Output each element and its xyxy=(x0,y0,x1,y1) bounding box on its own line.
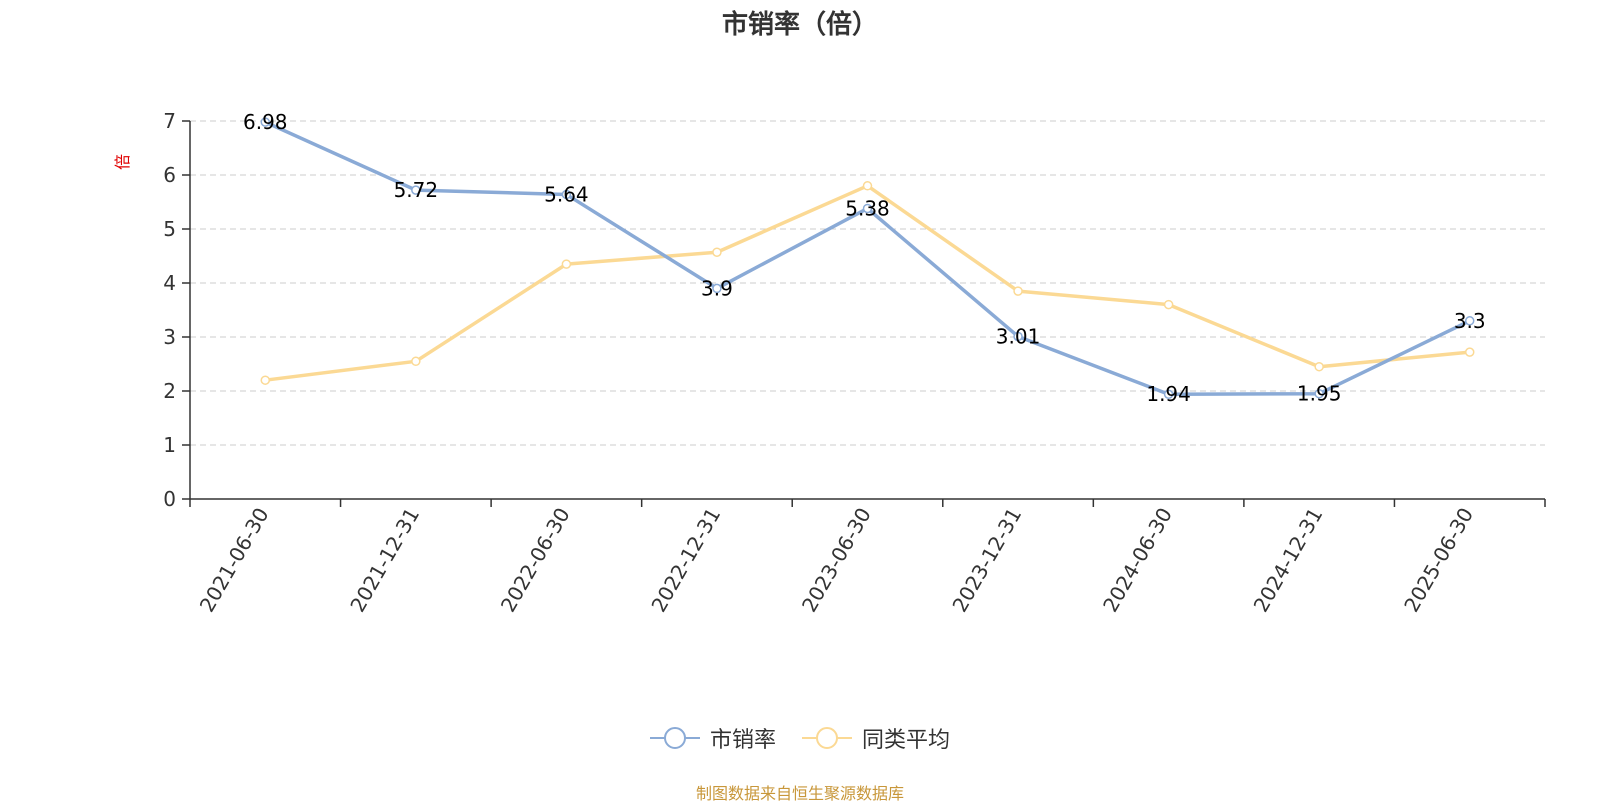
legend-marker-series2 xyxy=(802,727,852,749)
data-label: 6.98 xyxy=(243,110,288,134)
x-tick-label: 2025-06-30 xyxy=(1399,504,1478,617)
data-point xyxy=(1163,389,1174,399)
x-tick-label: 2024-06-30 xyxy=(1098,504,1177,617)
legend: 市销率 同类平均 xyxy=(0,722,1600,754)
x-tick-label: 2022-06-30 xyxy=(496,504,575,617)
legend-item-series1[interactable]: 市销率 xyxy=(649,722,776,754)
x-tick-label: 2024-12-31 xyxy=(1249,504,1328,617)
data-label: 3.01 xyxy=(996,324,1041,348)
y-tick-label: 4 xyxy=(163,271,176,295)
y-tick-label: 6 xyxy=(163,163,176,187)
axes: 0 1 2 3 4 5 6 7 2021-06-30 2021-12-31 2022-06-30 20… xyxy=(163,109,1546,617)
legend-label-series1: 市销率 xyxy=(709,728,776,753)
data-label: 5.72 xyxy=(394,178,439,202)
data-point xyxy=(862,181,873,191)
data-label: 3.9 xyxy=(701,276,733,300)
source-note: 制图数据来自恒生聚源数据库 xyxy=(695,784,904,803)
data-point xyxy=(1314,361,1324,372)
x-tick-label: 2023-12-31 xyxy=(947,504,1026,617)
y-tick-label: 3 xyxy=(163,325,176,349)
data-labels: 6.98 5.72 5.64 3.9 5.38 3.01 1.94 1.95 3.3 xyxy=(243,110,1486,406)
data-point xyxy=(1464,316,1475,326)
data-point xyxy=(1314,388,1324,399)
data-point xyxy=(260,117,271,127)
x-tick-label: 2022-12-31 xyxy=(646,504,725,617)
y-tick-label: 5 xyxy=(163,217,176,241)
legend-marker-series1 xyxy=(649,727,700,749)
y-tick-label: 7 xyxy=(163,109,176,133)
grid-lines xyxy=(190,120,1545,446)
series-lines xyxy=(260,117,1475,399)
x-tick-label: 2021-06-30 xyxy=(195,504,274,617)
legend-item-series2[interactable]: 同类平均 xyxy=(802,722,950,754)
data-point xyxy=(411,185,421,195)
chart-title: 市销率（倍） xyxy=(721,10,878,40)
data-point xyxy=(561,189,572,200)
y-tick-label: 1 xyxy=(163,433,176,457)
data-point xyxy=(561,259,572,269)
x-tick-label: 2023-06-30 xyxy=(797,504,876,617)
data-point xyxy=(1013,331,1023,342)
data-label: 1.95 xyxy=(1297,382,1342,406)
data-point xyxy=(411,356,421,367)
data-point xyxy=(1163,299,1174,310)
data-point xyxy=(260,375,271,385)
data-label: 1.94 xyxy=(1146,382,1191,406)
x-tick-label: 2021-12-31 xyxy=(345,504,424,617)
data-point xyxy=(1013,286,1023,296)
y-axis-unit-label: 倍 xyxy=(113,154,132,170)
data-label: 3.3 xyxy=(1454,309,1486,333)
data-point xyxy=(1464,347,1475,357)
y-tick-label: 0 xyxy=(163,487,176,511)
chart-plot: 0 1 2 3 4 5 6 7 2021-06-30 2021-12-31 2022-06-30 20… xyxy=(113,109,1546,617)
data-label: 5.64 xyxy=(544,182,589,206)
data-point xyxy=(862,203,873,214)
data-label: 5.38 xyxy=(845,196,890,220)
data-point xyxy=(712,247,722,257)
legend-label-series2: 同类平均 xyxy=(862,728,951,753)
data-point xyxy=(712,283,722,294)
y-tick-label: 2 xyxy=(163,379,176,403)
